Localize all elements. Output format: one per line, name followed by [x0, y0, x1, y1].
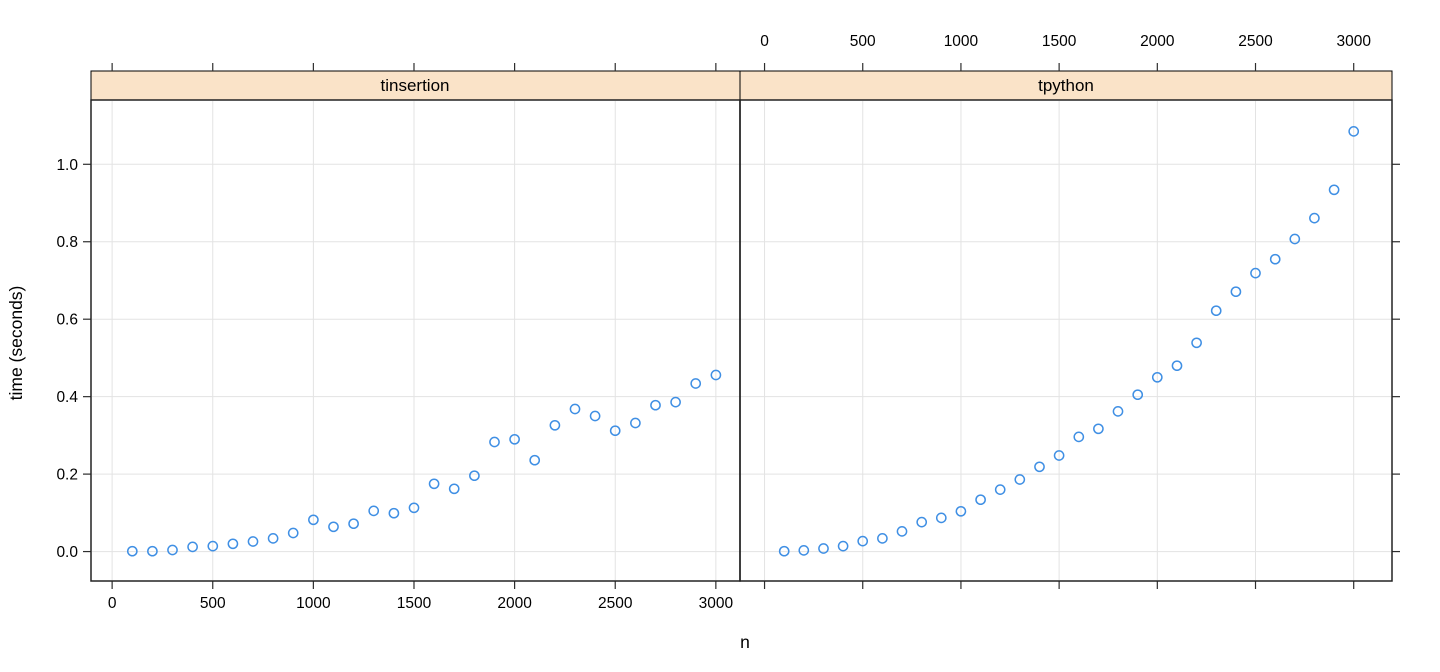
data-point-tinsertion [328, 521, 339, 533]
data-point-tinsertion [469, 470, 480, 482]
data-point-tpython [837, 540, 849, 552]
data-point-tinsertion [167, 544, 178, 556]
data-point-tpython [1112, 406, 1124, 417]
data-point-tpython [916, 516, 928, 528]
x-tick-label-top: 1500 [1042, 33, 1077, 50]
data-point-tinsertion [630, 417, 641, 429]
strip-label-tinsertion: tinsertion [381, 76, 450, 95]
data-point-tpython [1053, 450, 1065, 461]
data-point-tinsertion [187, 541, 198, 553]
data-point-tinsertion [126, 545, 138, 557]
data-point-tpython [1014, 474, 1026, 485]
data-point-tpython [1073, 431, 1085, 443]
data-point-tinsertion [569, 403, 581, 415]
data-point-tinsertion [207, 540, 219, 552]
strip-left-background [90, 70, 741, 101]
y-tick-label: 0.8 [56, 234, 78, 251]
data-point-tpython [1328, 184, 1340, 196]
x-tick-label-bottom: 2500 [598, 595, 633, 612]
data-point-layer [126, 126, 1360, 557]
data-point-tpython [896, 526, 908, 537]
y-tick-label: 0.4 [56, 389, 78, 406]
data-point-tinsertion [227, 538, 239, 550]
data-point-tinsertion [529, 454, 541, 466]
data-point-tinsertion [710, 369, 722, 381]
data-point-tpython [877, 533, 888, 544]
x-tick-label-top: 500 [850, 33, 876, 50]
y-tick-label: 0.0 [56, 544, 78, 561]
data-point-tinsertion [549, 419, 561, 431]
data-point-tinsertion [388, 507, 400, 519]
data-point-tpython [1348, 126, 1360, 137]
data-point-tpython [1151, 371, 1163, 383]
data-point-tpython [1289, 233, 1301, 245]
gridline-layer [92, 101, 1391, 580]
data-point-tinsertion [408, 502, 420, 514]
x-axis-title: n [740, 632, 750, 652]
data-point-tpython [1269, 253, 1281, 265]
data-point-tinsertion [368, 505, 380, 517]
data-point-tpython [857, 535, 869, 547]
data-point-tpython [798, 545, 810, 556]
data-point-tpython [818, 543, 829, 554]
data-point-tpython [1250, 267, 1261, 279]
data-point-tinsertion [609, 425, 621, 437]
x-tick-label-bottom: 1500 [397, 595, 432, 612]
strip-right-background [739, 70, 1393, 101]
data-point-tinsertion [670, 396, 681, 408]
data-point-tpython [975, 494, 986, 506]
y-tick-label: 0.6 [56, 312, 78, 329]
y-axis-title: time (seconds) [6, 286, 26, 401]
data-point-tinsertion [509, 433, 520, 445]
x-tick-label-bottom: 2000 [497, 595, 532, 612]
axis-label-layer: 0.0 0.2 0.4 0.6 0.8 1.0 0 500 1000 1500 2000 2500 30… [56, 33, 1371, 612]
x-tick-label-top: 2500 [1238, 33, 1273, 50]
data-point-tinsertion [589, 410, 601, 422]
strip-header-row: tinsertion tpython [90, 70, 1393, 101]
x-tick-label-bottom: 3000 [699, 595, 734, 612]
data-point-tinsertion [690, 378, 702, 389]
data-point-tinsertion [247, 536, 259, 547]
y-tick-label: 0.2 [56, 467, 78, 484]
data-point-tinsertion [348, 518, 359, 530]
axis-tick-layer [83, 63, 1400, 589]
data-point-tpython [778, 545, 790, 557]
panel-borders [90, 99, 1393, 582]
data-point-tpython [1171, 360, 1183, 372]
panel-border-right [739, 99, 1393, 582]
data-point-tinsertion [650, 399, 661, 411]
data-point-tpython [994, 484, 1006, 495]
x-tick-label-top: 1000 [944, 33, 979, 50]
x-tick-label-bottom: 1000 [296, 595, 331, 612]
data-point-tinsertion [308, 514, 319, 526]
data-point-tinsertion [287, 527, 299, 539]
x-tick-label-bottom: 500 [200, 595, 226, 612]
data-point-tpython [935, 512, 947, 524]
x-tick-label-top: 2000 [1140, 33, 1175, 50]
data-point-tinsertion [267, 533, 279, 544]
y-tick-label: 1.0 [56, 157, 78, 174]
data-point-tpython [1093, 423, 1104, 435]
data-point-tinsertion [147, 545, 158, 557]
strip-label-tpython: tpython [1038, 76, 1094, 95]
data-point-tpython [1191, 337, 1202, 349]
data-point-tpython [1210, 305, 1222, 317]
x-tick-label-top: 0 [760, 33, 769, 50]
data-point-tpython [1132, 389, 1144, 401]
data-point-tinsertion [489, 436, 500, 448]
data-point-tinsertion [428, 478, 440, 490]
x-tick-label-bottom: 0 [108, 595, 117, 612]
data-point-tpython [955, 505, 967, 517]
data-point-tpython [1309, 212, 1320, 224]
data-point-tpython [1230, 286, 1242, 298]
data-point-tpython [1034, 461, 1045, 473]
x-tick-label-top: 3000 [1336, 33, 1371, 50]
data-point-tinsertion [448, 483, 460, 495]
